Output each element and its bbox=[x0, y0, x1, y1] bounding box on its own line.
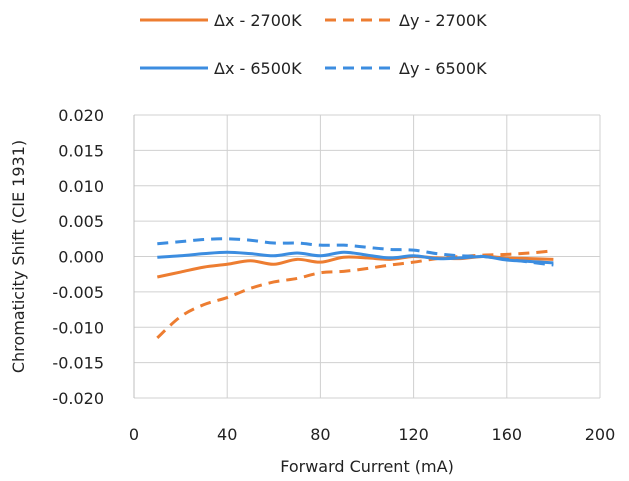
y-tick-label: 0.010 bbox=[58, 177, 104, 196]
series-lines bbox=[156, 237, 554, 339]
y-tick-label: 0.020 bbox=[58, 106, 104, 125]
series-line-4 bbox=[157, 237, 554, 267]
x-tick-label: 80 bbox=[310, 425, 330, 444]
y-tick-label: -0.010 bbox=[52, 318, 104, 337]
y-axis-label: Chromaticity Shift (CIE 1931) bbox=[9, 140, 28, 373]
plot-area bbox=[133, 114, 601, 399]
y-tick-label: 0.015 bbox=[58, 141, 104, 160]
y-tick-labels: 0.020 0.015 0.010 0.005 0.000 -0.005 -0.010 -0.… bbox=[52, 106, 104, 408]
legend-label: Δx - 2700K bbox=[214, 11, 302, 30]
legend-label: Δy - 2700K bbox=[399, 11, 487, 30]
gridlines bbox=[133, 114, 601, 399]
x-tick-label: 40 bbox=[217, 425, 237, 444]
legend-label: Δx - 6500K bbox=[214, 59, 302, 78]
x-tick-label: 120 bbox=[398, 425, 429, 444]
x-tick-label: 0 bbox=[129, 425, 139, 444]
x-tick-labels: 0 40 80 120 160 200 bbox=[129, 425, 615, 444]
series-line-1 bbox=[156, 254, 554, 279]
y-tick-label: -0.005 bbox=[52, 283, 104, 302]
x-axis-label: Forward Current (mA) bbox=[280, 457, 454, 476]
legend: Δx - 2700K Δy - 2700K Δx - 6500K Δy - 6500K bbox=[140, 11, 487, 78]
x-tick-label: 200 bbox=[585, 425, 616, 444]
x-tick-label: 160 bbox=[492, 425, 523, 444]
y-tick-label: -0.015 bbox=[52, 354, 104, 373]
y-tick-label: 0.005 bbox=[58, 212, 104, 231]
y-tick-label: 0.000 bbox=[58, 248, 104, 267]
series-line-2 bbox=[156, 249, 554, 339]
y-tick-label: -0.020 bbox=[52, 389, 104, 408]
legend-label: Δy - 6500K bbox=[399, 59, 487, 78]
